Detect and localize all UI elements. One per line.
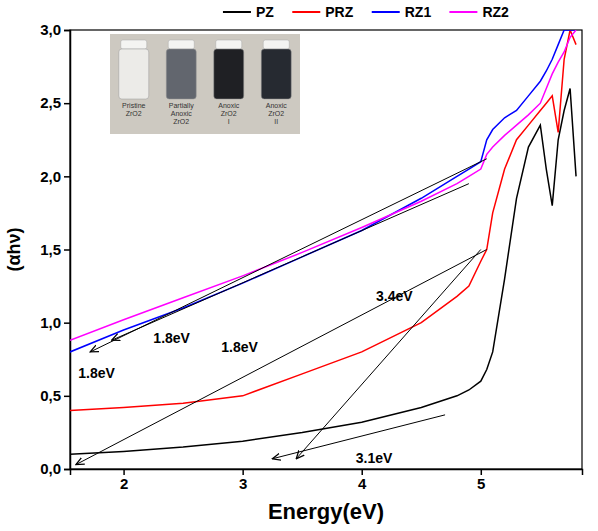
inset-label: AnoxicZrO2I: [218, 102, 240, 125]
inset-label-line: ZrO2: [221, 110, 237, 117]
x-tick: 4: [358, 469, 367, 492]
series-line: [70, 30, 576, 352]
vial-body: [214, 49, 244, 99]
legend-label: RZ2: [482, 4, 509, 20]
plot-area: [70, 30, 576, 465]
tangent-line: [76, 250, 487, 465]
annotation: 1.8eV: [221, 339, 258, 355]
legend: PZ PRZ RZ1 RZ2: [223, 4, 509, 20]
vial-body: [166, 49, 196, 99]
x-axis-line: [71, 470, 583, 476]
vial-cap: [216, 40, 242, 49]
annotations: 1.8eV 1.8eV 1.8eV 3.4eV 3.1eV: [78, 288, 413, 466]
x-tick-label: 3: [239, 475, 247, 492]
inset-label-line: ZrO2: [268, 110, 284, 117]
annotation: 1.8eV: [78, 365, 115, 381]
legend-item: RZ1: [372, 4, 432, 20]
y-tick-mark: [64, 103, 70, 105]
inset-label-line: Anoxic: [266, 102, 288, 109]
vial-cap: [263, 40, 289, 49]
legend-label: PRZ: [325, 4, 353, 20]
y-tick-mark: [64, 396, 70, 398]
vial-body: [119, 49, 149, 99]
legend-item: PRZ: [292, 4, 353, 20]
y-tick-label: 1,0: [40, 314, 61, 331]
y-tick-mark: [64, 176, 70, 178]
vial-body: [261, 49, 291, 99]
x-axis-title: Energy(eV): [268, 499, 384, 524]
y-tick-mark: [64, 469, 70, 471]
plot-frame: [70, 30, 582, 469]
x-tick-label: 2: [120, 475, 128, 492]
annotation: 3.4eV: [376, 288, 413, 304]
x-tick: 2: [120, 469, 128, 492]
y-tick: 2,0: [40, 168, 70, 185]
y-tick: 0,5: [40, 387, 70, 404]
y-tick-mark: [64, 322, 70, 324]
inset-label-line: Anoxic: [218, 102, 240, 109]
inset-label-line: II: [274, 118, 278, 125]
legend-label: PZ: [256, 4, 274, 20]
y-tick-label: 1,5: [40, 241, 61, 258]
tangent-line: [296, 250, 481, 459]
y-tick-label: 0,5: [40, 387, 61, 404]
legend-item: RZ2: [449, 4, 509, 20]
legend-swatch: [372, 11, 400, 13]
legend-swatch: [223, 11, 251, 13]
y-tick: 1,5: [40, 241, 70, 258]
tangent-line: [90, 159, 487, 352]
y-axis-line: [64, 31, 71, 470]
tangent-line: [112, 184, 469, 341]
vial-cap: [168, 40, 194, 49]
y-tick: 1,0: [40, 314, 70, 331]
y-tick-mark: [64, 249, 70, 251]
series-line: [70, 30, 576, 340]
series-line: [70, 30, 576, 410]
y-tick-label: 3,0: [40, 21, 61, 38]
y-tick: 2,5: [40, 94, 70, 111]
y-tick-label: 2,5: [40, 94, 61, 111]
inset-background: [110, 34, 300, 134]
chart: 2 3 4 5 0,0 0,5 1,0 1,5 2,0 2,5 3,0 Energy(eV) (αhν)…: [0, 0, 598, 531]
inset-label-line: ZrO2: [173, 118, 189, 125]
legend-label: RZ1: [405, 4, 432, 20]
y-tick-mark: [64, 30, 70, 32]
y-tick-label: 2,0: [40, 168, 61, 185]
legend-swatch: [449, 11, 477, 13]
annotation: 3.1eV: [356, 450, 393, 466]
inset-label-line: ZrO2: [126, 110, 142, 117]
x-tick: 3: [239, 469, 247, 492]
inset-label-line: Partially: [169, 102, 194, 110]
inset-label-line: Anoxic: [171, 110, 193, 117]
inset-label-line: Pristine: [122, 102, 145, 109]
x-tick-label: 4: [358, 475, 367, 492]
legend-swatch: [292, 11, 320, 13]
y-tick: 3,0: [40, 21, 70, 38]
annotation: 1.8eV: [153, 330, 190, 346]
inset-photo: PristineZrO2PartiallyAnoxicZrO2AnoxicZrO…: [110, 34, 300, 134]
y-axis-title: (αhν): [4, 227, 24, 271]
series-line: [70, 89, 576, 455]
x-tick-label: 5: [477, 475, 485, 492]
legend-item: PZ: [223, 4, 274, 20]
inset-label: AnoxicZrO2II: [266, 102, 288, 125]
y-tick: 0,0: [40, 460, 70, 477]
y-axis: 0,0 0,5 1,0 1,5 2,0 2,5 3,0: [40, 21, 70, 477]
y-tick-label: 0,0: [40, 460, 61, 477]
inset-label-line: I: [228, 118, 230, 125]
inset-label: PristineZrO2: [122, 102, 145, 117]
inset-label: PartiallyAnoxicZrO2: [169, 102, 194, 125]
x-axis: 2 3 4 5: [71, 469, 583, 492]
x-tick: 5: [477, 469, 485, 492]
vial-cap: [121, 40, 147, 49]
